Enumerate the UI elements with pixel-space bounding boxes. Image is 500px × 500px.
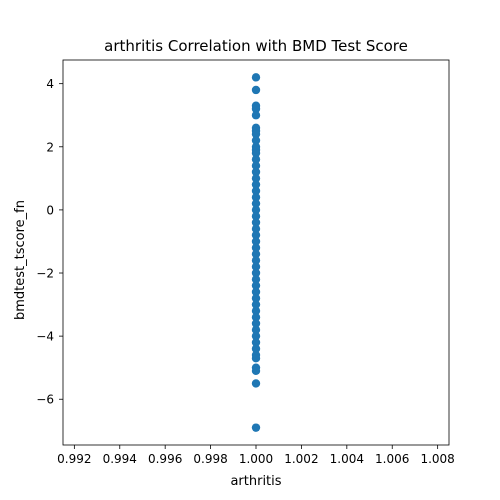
points-layer — [251, 73, 261, 432]
y-tick-label: 2 — [46, 140, 54, 154]
y-tick-label: −2 — [36, 267, 54, 281]
x-tick-label: 0.996 — [148, 452, 182, 466]
y-tick-label: −6 — [36, 393, 54, 407]
data-point — [251, 379, 261, 388]
data-point — [251, 354, 261, 363]
data-point — [251, 268, 261, 278]
data-point — [251, 287, 261, 297]
data-point — [251, 218, 261, 227]
data-point — [251, 85, 261, 95]
y-axis-ticks: 4 2 0 −2 −4 −6 — [36, 77, 63, 407]
data-point — [251, 312, 261, 322]
data-point — [251, 300, 261, 309]
data-point — [251, 155, 261, 164]
data-point — [251, 338, 261, 347]
data-point — [251, 325, 261, 335]
data-point — [251, 205, 261, 215]
data-point — [251, 306, 261, 316]
data-point — [251, 319, 261, 328]
data-point — [251, 193, 261, 202]
y-tick-label: 4 — [46, 77, 54, 91]
data-point — [251, 249, 261, 259]
data-point — [251, 73, 261, 82]
data-point — [251, 199, 261, 208]
data-point — [251, 224, 261, 234]
data-point — [251, 262, 261, 271]
data-point — [251, 423, 261, 432]
data-point — [251, 275, 261, 284]
data-point — [251, 180, 261, 189]
data-point — [251, 104, 261, 114]
y-tick-label: 0 — [46, 203, 54, 217]
data-point — [251, 230, 261, 240]
data-point — [251, 294, 261, 303]
x-axis-label: arthritis — [230, 474, 281, 489]
x-tick-label: 1.002 — [284, 452, 318, 466]
data-point — [251, 331, 261, 341]
data-point — [251, 129, 261, 139]
x-tick-label: 1.004 — [330, 452, 364, 466]
data-point — [251, 366, 261, 376]
data-point — [251, 344, 261, 353]
x-tick-label: 1.006 — [375, 452, 409, 466]
chart-title: arthritis Correlation with BMD Test Scor… — [104, 37, 408, 55]
data-point — [251, 186, 261, 196]
x-tick-label: 1.000 — [239, 452, 273, 466]
x-tick-label: 0.994 — [103, 452, 137, 466]
y-tick-label: −4 — [36, 330, 54, 344]
data-point — [251, 281, 261, 290]
y-axis-label: bmdtest_tscore_fn — [13, 200, 28, 320]
data-point — [251, 237, 261, 246]
data-point — [251, 111, 261, 120]
x-tick-label: 1.008 — [420, 452, 454, 466]
data-point — [251, 243, 261, 252]
data-point — [251, 136, 261, 145]
data-point — [251, 161, 261, 170]
x-tick-label: 0.992 — [57, 452, 91, 466]
data-point — [251, 256, 261, 265]
data-point — [251, 174, 261, 183]
x-tick-label: 0.998 — [193, 452, 227, 466]
data-point — [251, 167, 261, 177]
data-point — [251, 148, 261, 158]
data-point — [251, 212, 261, 221]
x-axis-ticks: 0.992 0.994 0.996 0.998 1.000 1.002 1.004 1.006… — [57, 445, 455, 466]
